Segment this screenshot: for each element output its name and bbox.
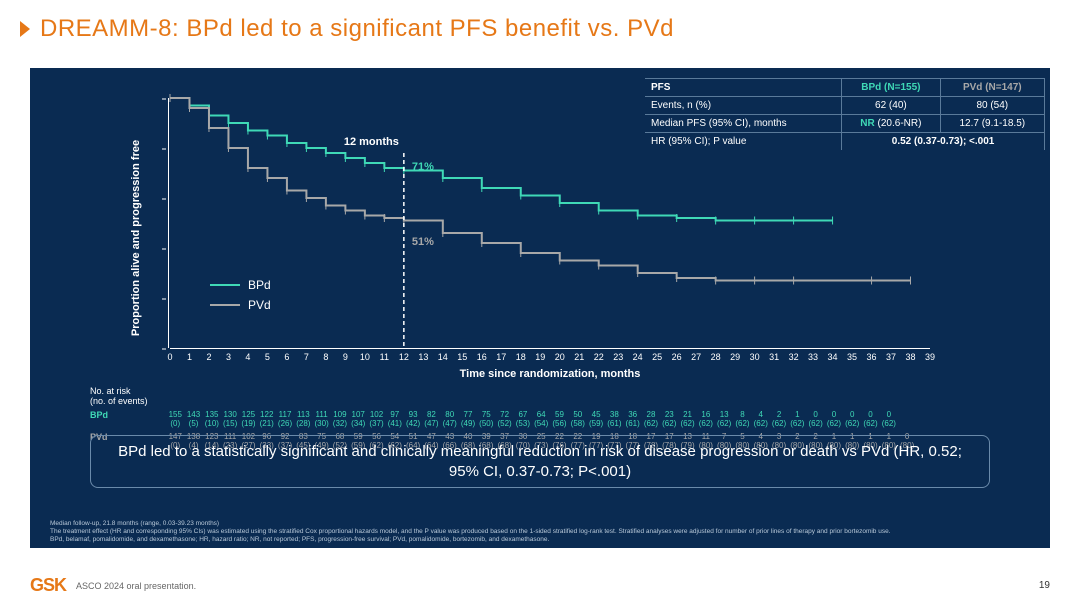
at-risk-title: No. at risk(no. of events) bbox=[90, 386, 1030, 406]
table-row: HR (95% CI); P value 0.52 (0.37-0.73); <… bbox=[645, 133, 1045, 151]
title-bar: DREAMM-8: BPd led to a significant PFS b… bbox=[20, 15, 1060, 43]
legend-label-bpd: BPd bbox=[248, 278, 271, 292]
table-cell: Events, n (%) bbox=[645, 97, 842, 115]
legend-swatch-bpd bbox=[210, 284, 240, 286]
conclusion-box: BPd led to a statistically significant a… bbox=[90, 435, 990, 488]
table-row: Events, n (%) 62 (40) 80 (54) bbox=[645, 97, 1045, 115]
legend: BPd PVd bbox=[210, 278, 271, 318]
table-header-pfs: PFS bbox=[645, 79, 842, 97]
table-cell: Median PFS (95% CI), months bbox=[645, 115, 842, 133]
hr-value: 0.52 (0.37-0.73); <.001 bbox=[892, 136, 995, 147]
table-cell: 80 (54) bbox=[940, 97, 1044, 115]
table-cell: 62 (40) bbox=[842, 97, 940, 115]
risk-numbers: 155(0)143(5)135(10)130(15)125(19)122(21)… bbox=[168, 410, 1030, 428]
fine-print: Median follow-up, 21.8 months (range, 0.… bbox=[50, 520, 1030, 544]
slide: DREAMM-8: BPd led to a significant PFS b… bbox=[0, 0, 1080, 602]
table-cell: 12.7 (9.1-18.5) bbox=[940, 115, 1044, 133]
ref-line-label: 12 months bbox=[344, 136, 399, 148]
page-number: 19 bbox=[1039, 580, 1050, 591]
table-header-row: PFS BPd (N=155) PVd (N=147) bbox=[645, 79, 1045, 97]
legend-swatch-pvd bbox=[210, 304, 240, 306]
title-triangle-icon bbox=[20, 21, 30, 37]
main-panel: Proportion alive and progression free 0.… bbox=[30, 68, 1050, 548]
legend-item-pvd: PVd bbox=[210, 298, 271, 312]
table-cell: HR (95% CI); P value bbox=[645, 133, 842, 151]
footer: GSK ASCO 2024 oral presentation. 19 bbox=[30, 575, 1050, 596]
callout-bpd: 71% bbox=[412, 161, 434, 173]
legend-label-pvd: PVd bbox=[248, 298, 271, 312]
slide-title: DREAMM-8: BPd led to a significant PFS b… bbox=[40, 15, 674, 43]
table-header-pvd: PVd (N=147) bbox=[940, 79, 1044, 97]
table-header-bpd: BPd (N=155) bbox=[842, 79, 940, 97]
footer-text: ASCO 2024 oral presentation. bbox=[76, 581, 1039, 591]
table-row: Median PFS (95% CI), months NR (20.6-NR)… bbox=[645, 115, 1045, 133]
risk-row: BPd155(0)143(5)135(10)130(15)125(19)122(… bbox=[90, 410, 1030, 428]
pfs-table: PFS BPd (N=155) PVd (N=147) Events, n (%… bbox=[645, 78, 1045, 150]
risk-label: BPd bbox=[90, 410, 168, 428]
legend-item-bpd: BPd bbox=[210, 278, 271, 292]
table-cell: NR (20.6-NR) bbox=[842, 115, 940, 133]
table-cell: 0.52 (0.37-0.73); <.001 bbox=[842, 133, 1045, 151]
callout-pvd: 51% bbox=[412, 236, 434, 248]
gsk-logo: GSK bbox=[30, 575, 66, 596]
